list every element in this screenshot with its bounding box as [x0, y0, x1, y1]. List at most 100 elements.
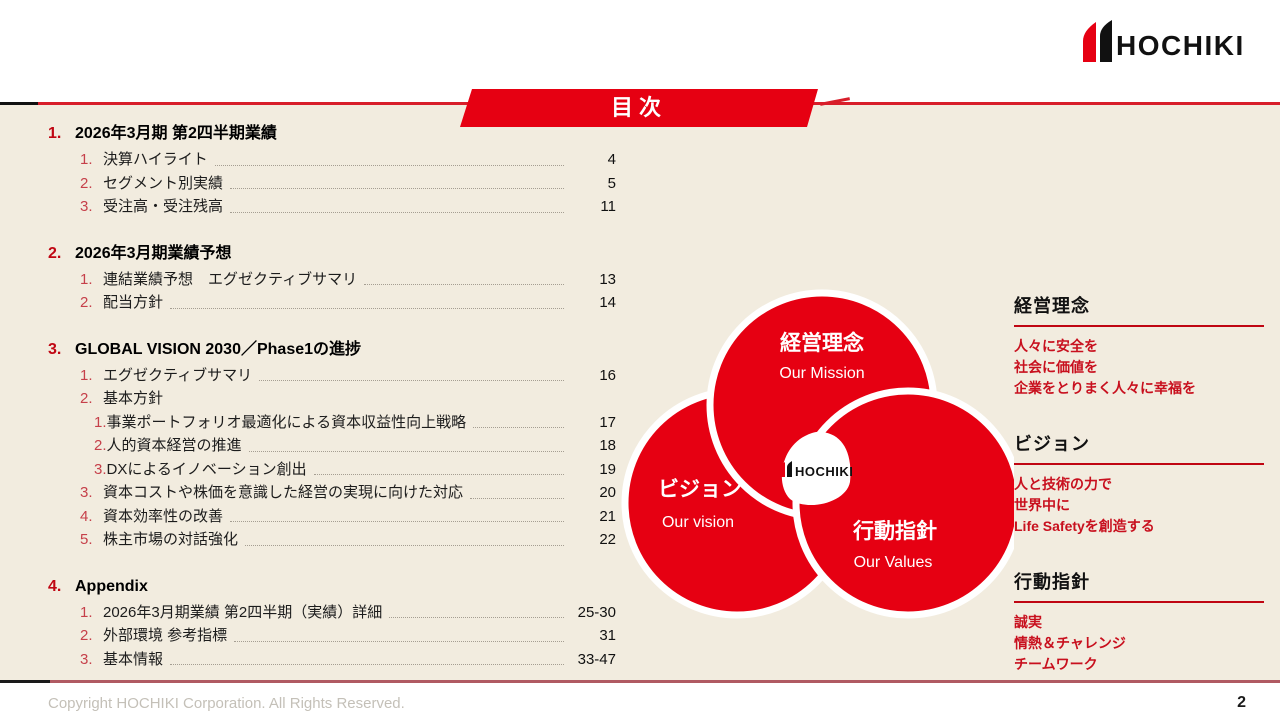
toc-item[interactable]: 4. 資本効率性の改善 21 [48, 505, 616, 529]
toc-item[interactable]: 2. 基本方針 [48, 387, 616, 411]
table-of-contents: 1. 2026年3月期 第2四半期業績 1. 決算ハイライト 4 2. セグメント別実績 5 3… [48, 123, 616, 695]
panel-line: 人々に安全を [1014, 338, 1098, 354]
toc-item-label: 外部環境 参考指標 [103, 627, 228, 644]
toc-item-label: セグメント別実績 [103, 174, 224, 192]
venn-circle-values [792, 387, 1024, 619]
toc-item-number: 3. [80, 650, 93, 668]
toc-item-number: 2. [80, 390, 93, 407]
philosophy-panel: 経営理念 人々に安全を 社会に価値を 企業をとりまく人々に幸福を ビジョン 人と… [1014, 292, 1264, 706]
toc-section-number: 2. [48, 244, 62, 262]
toc-leader-dots [473, 427, 564, 428]
toc-section-title: GLOBAL VISION 2030／Phase1の進捗 [75, 340, 362, 358]
toc-section-title: Appendix [75, 577, 148, 595]
toc-item-label: 株主市場の対話強化 [103, 531, 239, 548]
toc-section-3: 3. GLOBAL VISION 2030／Phase1の進捗 1. エグゼクティブサ… [48, 339, 616, 552]
toc-leader-dots [170, 664, 564, 665]
hochiki-logo: HOCHIKI [1076, 18, 1262, 66]
toc-item-label: 資本コストや株価を意識した経営の実現に向けた対応 [103, 484, 464, 501]
toc-item[interactable]: 2. 配当方針 14 [48, 291, 616, 315]
page-title: 目次 [610, 95, 667, 120]
panel-heading-mission: 経営理念 [1014, 292, 1264, 327]
toc-item-number: 5. [80, 531, 93, 548]
toc-item-page: 13 [599, 270, 616, 288]
toc-section-number: 1. [48, 125, 62, 142]
toc-item-number: 3. [80, 484, 93, 501]
toc-item-page: 33-47 [577, 650, 616, 668]
toc-item[interactable]: 1. 2026年3月期業績 第2四半期（実績）詳細 25-30 [48, 601, 616, 625]
toc-item-number: 1. [80, 366, 93, 384]
philosophy-venn-diagram: HOCHIKI 経営理念 Our Mission ビジョン Our vision… [608, 286, 1024, 634]
panel-block-values: 行動指針 誠実 情熱＆チャレンジ チームワーク [1014, 568, 1264, 675]
toc-item-number: 3. [80, 198, 93, 215]
panel-line: 社会に価値を [1014, 359, 1098, 375]
venn-svg: HOCHIKI 経営理念 Our Mission ビジョン Our vision… [621, 289, 1024, 619]
toc-leader-dots [389, 617, 564, 618]
toc-item[interactable]: 1. エグゼクティブサマリ 16 [48, 364, 616, 388]
panel-heading-values: 行動指針 [1014, 568, 1264, 603]
title-banner: 目次 [460, 89, 818, 127]
toc-section-header[interactable]: 1. 2026年3月期 第2四半期業績 [48, 123, 616, 145]
toc-item-label: 決算ハイライト [103, 151, 208, 168]
toc-item-number: 3. [94, 460, 107, 478]
top-rule-black-segment [0, 102, 38, 105]
toc-section-1: 1. 2026年3月期 第2四半期業績 1. 決算ハイライト 4 2. セグメント別実績 5 3… [48, 123, 616, 219]
toc-item-number: 2. [94, 437, 107, 454]
toc-item-number: 1. [94, 413, 107, 431]
toc-item-number: 2. [80, 627, 93, 644]
venn-label-values: 行動指針 [852, 519, 937, 543]
toc-item[interactable]: 1. 決算ハイライト 4 [48, 148, 616, 172]
toc-section-title: 2026年3月期 第2四半期業績 [75, 125, 277, 142]
toc-item[interactable]: 3. 受注高・受注残高 11 [48, 195, 616, 219]
toc-item-page: 17 [599, 413, 616, 431]
venn-center-logo: HOCHIKI [780, 461, 853, 479]
venn-label-vision: ビジョン [658, 478, 742, 501]
main-band [0, 104, 1280, 682]
toc-item-label: 人的資本経営の推進 [106, 437, 242, 454]
top-band [0, 0, 1280, 104]
venn-logo-wordmark: HOCHIKI [795, 464, 853, 479]
toc-leader-dots [230, 188, 564, 189]
panel-line: 人と技術の力で [1014, 476, 1112, 492]
venn-label-mission: 経営理念 [780, 331, 864, 355]
toc-item[interactable]: 2. 外部環境 参考指標 31 [48, 624, 616, 648]
toc-section-2: 2. 2026年3月期業績予想 1. 連結業績予想 エグゼクティブサマリ 13 2. 配当方… [48, 243, 616, 315]
venn-logo-flame-red [780, 462, 785, 477]
toc-leader-dots [313, 474, 564, 475]
footer-rule [0, 680, 1280, 683]
panel-line: 情熱＆チャレンジ [1014, 635, 1126, 651]
logo-wordmark: HOCHIKI [1116, 30, 1245, 61]
panel-line: 誠実 [1014, 614, 1042, 630]
toc-item-page: 11 [600, 198, 616, 215]
footer-band [0, 682, 1280, 720]
hochiki-logo-icon: HOCHIKI [1083, 20, 1245, 62]
venn-sublabel-vision: Our vision [662, 514, 734, 531]
copyright-text: Copyright HOCHIKI Corporation. All Right… [48, 695, 405, 712]
toc-item-page: 20 [599, 484, 616, 501]
toc-item[interactable]: 1. 事業ポートフォリオ最適化による資本収益性向上戦略 17 [48, 411, 616, 435]
toc-item-label: 受注高・受注残高 [103, 198, 224, 215]
toc-item-page: 25-30 [577, 603, 616, 621]
toc-item-label: 基本情報 [103, 650, 164, 668]
toc-section-number: 3. [48, 340, 62, 358]
panel-heading-vision: ビジョン [1014, 430, 1264, 465]
toc-section-header[interactable]: 4. Appendix [48, 576, 616, 598]
toc-item[interactable]: 2. セグメント別実績 5 [48, 172, 616, 196]
venn-sublabel-values: Our Values [854, 554, 933, 571]
toc-section-header[interactable]: 3. GLOBAL VISION 2030／Phase1の進捗 [48, 339, 616, 361]
toc-item[interactable]: 5. 株主市場の対話強化 22 [48, 528, 616, 552]
toc-item[interactable]: 3. 基本情報 33-47 [48, 648, 616, 672]
toc-item-label: 基本方針 [103, 390, 164, 407]
toc-item-page: 18 [599, 437, 616, 454]
toc-leader-dots [230, 211, 564, 213]
toc-item[interactable]: 2. 人的資本経営の推進 18 [48, 434, 616, 458]
toc-leader-dots [364, 284, 564, 285]
toc-section-header[interactable]: 2. 2026年3月期業績予想 [48, 243, 616, 265]
toc-item-page: 22 [599, 531, 616, 548]
toc-item[interactable]: 1. 連結業績予想 エグゼクティブサマリ 13 [48, 268, 616, 292]
toc-item[interactable]: 3. 資本コストや株価を意識した経営の実現に向けた対応 20 [48, 481, 616, 505]
logo-flame-red [1083, 22, 1096, 62]
toc-item[interactable]: 3. DXによるイノベーション創出 19 [48, 458, 616, 482]
toc-item-page: 21 [599, 507, 616, 525]
panel-line: 企業をとりまく人々に幸福を [1014, 380, 1196, 396]
